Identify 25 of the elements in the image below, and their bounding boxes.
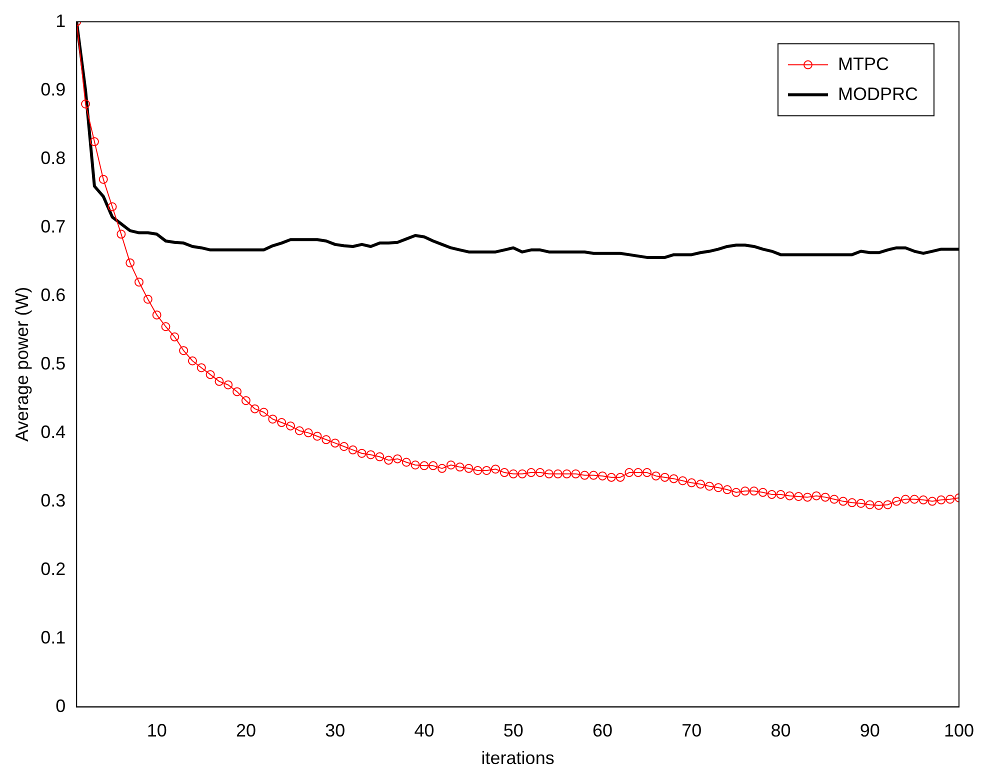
x-tick-label: 70 <box>682 720 702 741</box>
x-tick-label: 90 <box>860 720 880 741</box>
x-tick-label: 80 <box>770 720 791 741</box>
x-tick-label: 10 <box>146 720 167 741</box>
y-tick-label: 0 <box>56 696 66 716</box>
x-axis-title: iterations <box>481 748 554 768</box>
y-tick-label: 0.6 <box>40 284 66 305</box>
x-tick-label: 60 <box>592 720 612 741</box>
x-tick-label: 20 <box>236 720 256 741</box>
y-axis-title: Average power (W) <box>12 286 32 442</box>
y-tick-label: 0.8 <box>40 148 66 168</box>
x-tick-label: 40 <box>414 720 434 741</box>
x-tick-label: 30 <box>325 720 346 741</box>
y-tick-label: 0.3 <box>40 490 66 510</box>
x-tick-label: 50 <box>503 720 524 741</box>
legend-label: MODPRC <box>838 84 918 104</box>
y-tick-label: 0.7 <box>40 216 66 236</box>
y-tick-label: 0.5 <box>40 353 66 374</box>
y-tick-label: 1 <box>56 10 66 31</box>
y-tick-label: 0.4 <box>40 422 66 442</box>
x-tick-label: 100 <box>944 720 974 741</box>
y-tick-label: 0.2 <box>40 558 66 579</box>
y-tick-label: 0.9 <box>40 79 66 100</box>
legend-label: MTPC <box>838 54 889 74</box>
y-tick-label: 0.1 <box>40 627 66 648</box>
